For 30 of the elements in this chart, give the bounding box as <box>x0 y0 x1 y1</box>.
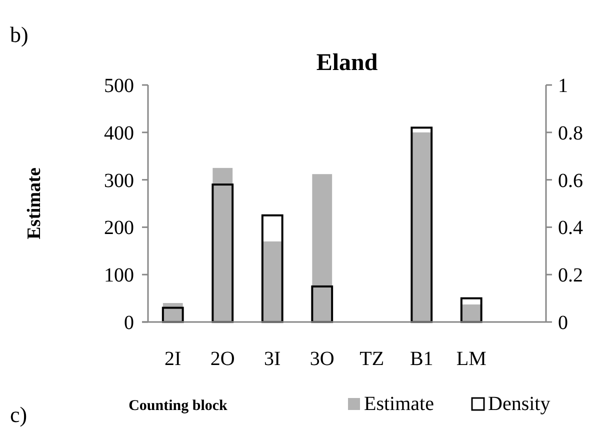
y-tick-label: 400 <box>104 122 134 144</box>
x-tick-label: B1 <box>410 348 434 370</box>
y2-tick-label: 0 <box>558 312 568 334</box>
y-axis-title: Estimate <box>24 168 45 240</box>
x-axis-title: Counting block <box>128 398 228 414</box>
legend-label: Density <box>488 393 550 415</box>
x-tick-label: 2O <box>210 348 235 370</box>
chart-title: Eland <box>316 50 378 76</box>
bar <box>460 297 482 323</box>
legend-label: Estimate <box>364 393 434 415</box>
x-tick-label: LM <box>456 348 487 370</box>
y-tick-label: 300 <box>104 170 134 192</box>
y-tick-label: 100 <box>104 264 134 287</box>
y-tick-label: 500 <box>104 75 134 97</box>
text: c) <box>10 402 28 427</box>
y2-tick-label: 0.8 <box>558 122 583 144</box>
bar <box>311 285 334 323</box>
bar <box>261 214 284 323</box>
x-tick-label: TZ <box>360 348 384 370</box>
y-tick-label: 200 <box>104 217 134 240</box>
text: b) <box>10 22 28 47</box>
x-tick-label: 3I <box>264 348 281 370</box>
y2-tick-label: 1 <box>558 75 568 97</box>
y2-tick-label: 0.2 <box>558 264 583 287</box>
bar <box>312 174 332 322</box>
x-tick-label: 2I <box>164 348 182 370</box>
y-tick-label: 0 <box>124 312 134 334</box>
y2-tick-label: 0.4 <box>558 217 583 240</box>
x-tick-label: 3O <box>310 348 334 370</box>
y2-tick-label: 0.6 <box>558 170 583 192</box>
